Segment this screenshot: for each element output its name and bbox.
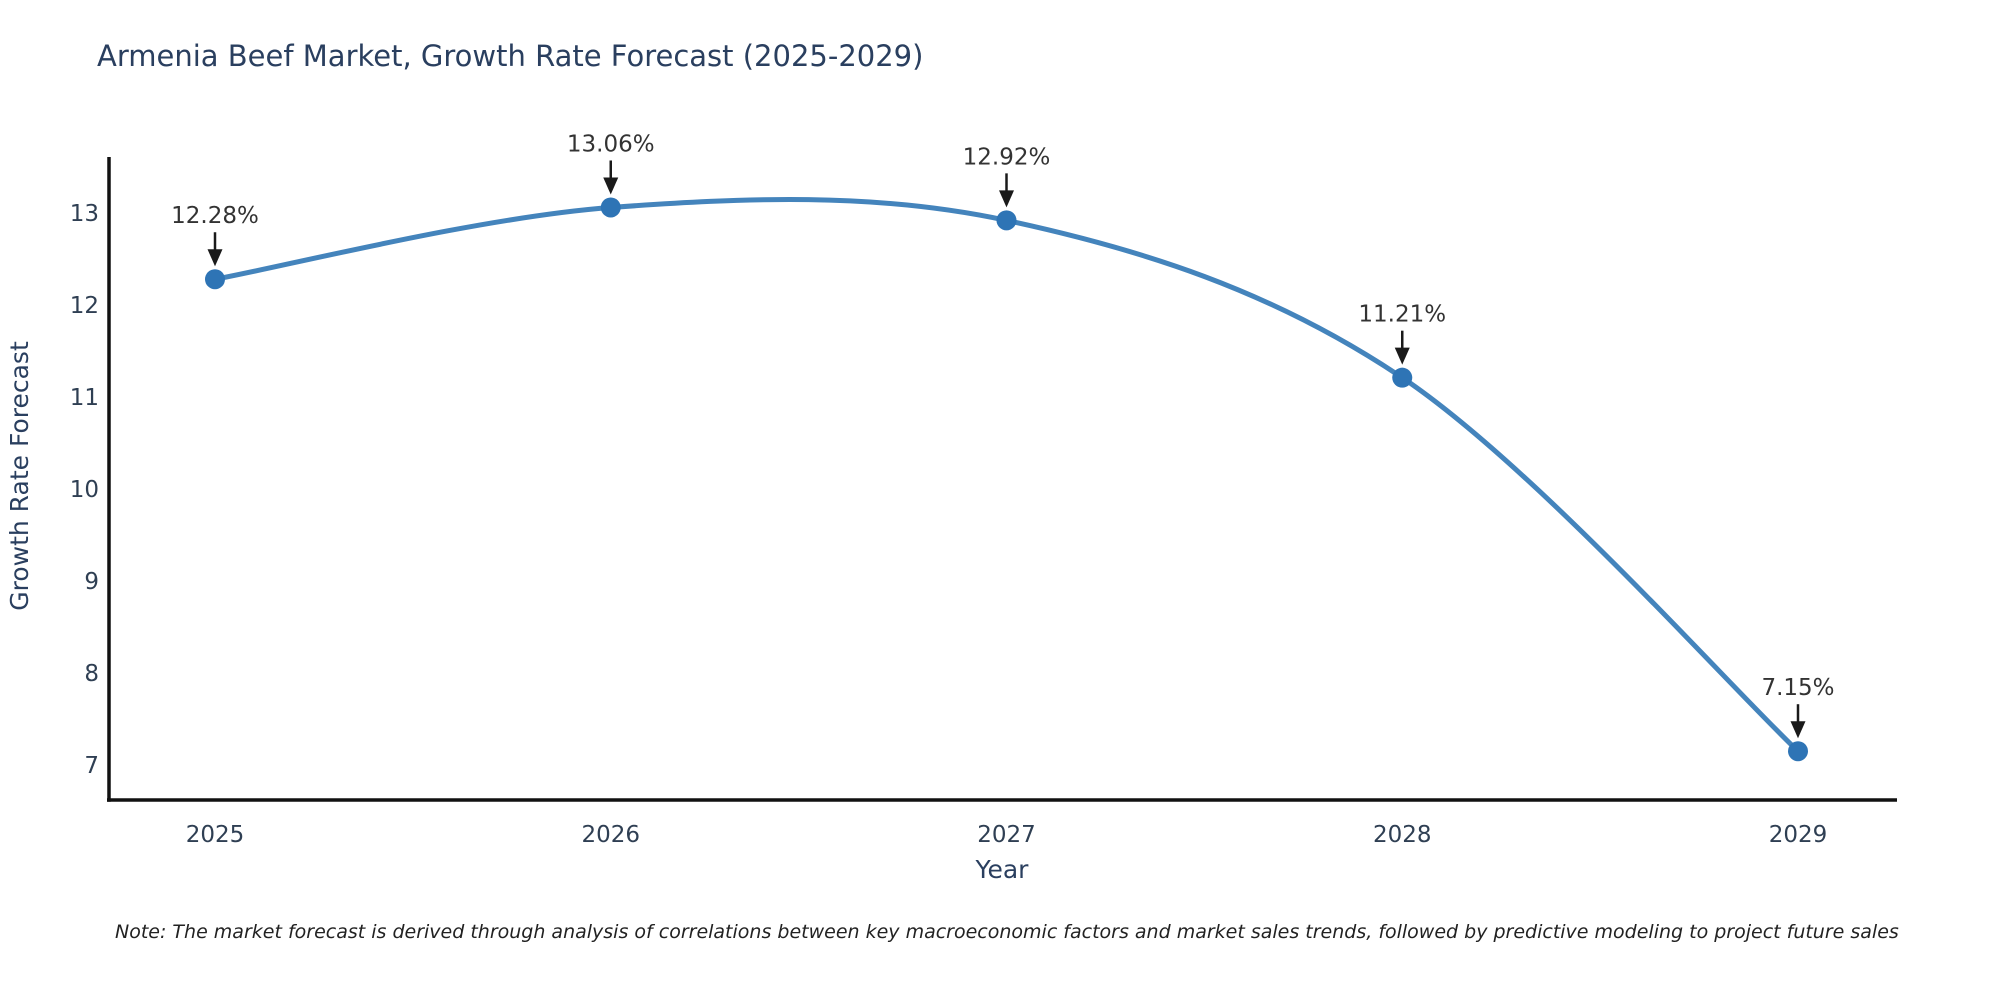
chart-title: Armenia Beef Market, Growth Rate Forecas… [97, 39, 923, 73]
data-point-2029[interactable] [1788, 741, 1808, 762]
annotation-arrowhead-2029 [1790, 721, 1806, 739]
annotation-label-2029: 7.15% [1761, 675, 1834, 701]
annotation-arrowhead-2028 [1394, 347, 1410, 365]
y-axis-title: Growth Rate Forecast [5, 341, 34, 611]
annotation-label-2026: 13.06% [567, 131, 655, 157]
x-tick-label-2027: 2027 [977, 822, 1036, 848]
y-tick-label-13: 13 [70, 201, 99, 227]
data-point-2028[interactable] [1392, 367, 1413, 388]
x-tick-label-2029: 2029 [1769, 822, 1828, 848]
data-point-2026[interactable] [600, 197, 621, 218]
y-tick-label-12: 12 [70, 293, 99, 319]
y-tick-label-8: 8 [84, 661, 99, 687]
forecast-line [212, 196, 1801, 754]
x-tick-label-2026: 2026 [581, 822, 640, 848]
data-point-2027[interactable] [996, 210, 1017, 231]
data-point-2025[interactable] [205, 269, 225, 290]
annotation-arrowhead-2026 [603, 177, 619, 195]
y-tick-label-9: 9 [84, 569, 99, 595]
footnote: Note: The market forecast is derived thr… [115, 921, 1899, 943]
annotation-arrowhead-2025 [207, 249, 223, 267]
y-tick-label-10: 10 [70, 477, 99, 503]
annotation-label-2028: 11.21% [1358, 302, 1446, 328]
y-tick-label-11: 11 [70, 385, 99, 411]
annotation-label-2025: 12.28% [171, 203, 259, 229]
plot-area: 7 8 9 10 11 12 13 2025 2026 2027 2028 2029 12.28% 13.… [70, 131, 1835, 848]
x-tick-label-2028: 2028 [1373, 822, 1432, 848]
y-tick-label-7: 7 [84, 753, 99, 779]
x-axis-title: Year [975, 855, 1030, 884]
annotation-arrowhead-2027 [999, 190, 1014, 208]
x-tick-label-2025: 2025 [186, 822, 245, 848]
annotation-label-2027: 12.92% [963, 144, 1051, 170]
